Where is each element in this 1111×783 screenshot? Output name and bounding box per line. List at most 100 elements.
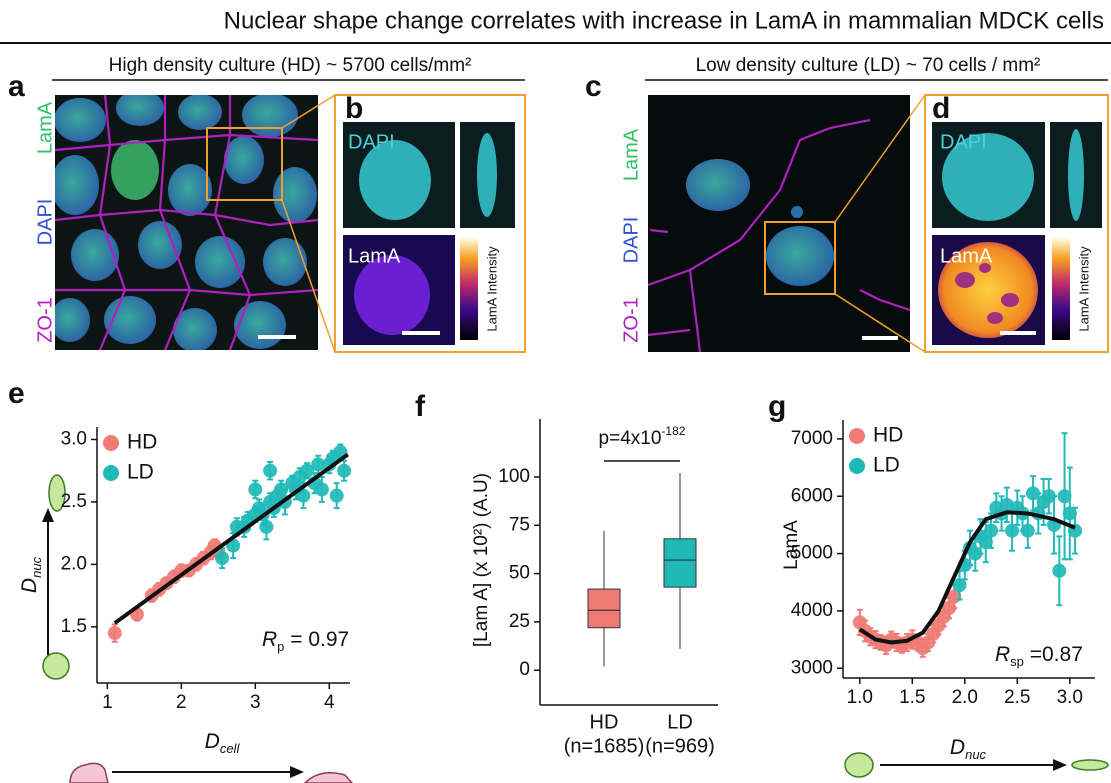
p-value-text: p=4x10	[599, 428, 662, 449]
category-count: (n=969)	[645, 735, 715, 757]
panel-heading: Low density culture (LD) ~ 70 cells / mm…	[696, 55, 1041, 76]
x-tick-label: LD	[667, 711, 693, 733]
fit-curve	[113, 452, 349, 625]
data-point	[314, 482, 329, 497]
y-tick-label: 2.5	[61, 491, 87, 512]
box	[587, 588, 621, 629]
micrograph	[648, 95, 910, 352]
data-point	[1020, 523, 1035, 538]
data-point	[329, 488, 344, 503]
arrow-head	[1053, 759, 1067, 771]
x-axis-label: Dcell	[205, 730, 241, 756]
x-tick-label: 3	[250, 692, 261, 713]
x-axis-label: Dnuc	[950, 736, 987, 762]
y-axis-label: Dnuc	[18, 556, 44, 593]
x-tick-label: 1.5	[899, 687, 925, 708]
data-point	[968, 546, 983, 561]
zoom-line	[834, 293, 926, 353]
annotation-text: =0.87	[1024, 643, 1083, 666]
legend-label: HD	[127, 431, 157, 454]
inset-frame	[334, 94, 526, 353]
arrow-head	[42, 508, 54, 522]
channel-label: DAPI	[620, 217, 642, 264]
cell-schematic	[303, 772, 353, 783]
legend-label: LD	[873, 454, 900, 477]
nucleus	[942, 133, 1034, 221]
x-axis-label-symbol: D	[205, 730, 220, 753]
data-point	[300, 463, 315, 478]
cell-schematic	[48, 474, 66, 512]
legend-marker	[849, 428, 865, 444]
zoom-box	[206, 127, 283, 201]
data-point	[259, 519, 274, 534]
y-axis-label: [Lam A] (x 10²) (A.U)	[471, 473, 492, 647]
y-tick-label: 0	[519, 659, 530, 680]
panel-letter: c	[585, 70, 602, 103]
data-point	[107, 626, 122, 641]
colorbar	[460, 238, 478, 340]
annotation-symbol: R	[995, 643, 1010, 666]
data-point	[1026, 486, 1041, 501]
legend-marker	[849, 458, 865, 474]
inset-label: LamA	[940, 245, 993, 267]
y-tick-label: 4000	[791, 600, 833, 621]
data-point	[1005, 523, 1020, 538]
panel-letter: a	[8, 70, 25, 103]
zoom-line	[281, 199, 336, 353]
inset-label: DAPI	[348, 131, 395, 153]
zoom-line	[281, 94, 336, 129]
annotation-subscript: p	[277, 639, 284, 654]
annotation-subscript: sp	[1010, 654, 1024, 669]
y-tick-label: 75	[509, 514, 530, 535]
box	[663, 538, 697, 588]
data-point	[1062, 506, 1077, 521]
arrow-head	[290, 766, 304, 778]
data-point	[311, 457, 326, 472]
y-tick-label: 100	[498, 466, 530, 487]
y-axis-label: LamA	[781, 520, 802, 570]
x-tick-label: 2.5	[1004, 687, 1030, 708]
zoom-box	[764, 221, 836, 295]
data-point	[1052, 563, 1067, 578]
y-tick-label: 2.0	[61, 553, 87, 574]
colorbar	[1052, 238, 1070, 340]
data-point	[1057, 489, 1072, 504]
inset-label: LamA	[348, 245, 401, 267]
channel-label: ZO-1	[620, 297, 642, 343]
legend-label: HD	[873, 424, 903, 447]
nucleus	[354, 255, 430, 335]
fit-curve	[858, 510, 1076, 645]
panel-heading: High density culture (HD) ~ 5700 cells/m…	[109, 55, 472, 76]
data-point	[337, 463, 352, 478]
data-point	[999, 497, 1014, 512]
colorbar-label: LamA Intensity	[484, 246, 499, 332]
x-tick-label: 2	[176, 692, 187, 713]
channel-label: DAPI	[34, 199, 56, 246]
data-point	[263, 463, 278, 478]
annotation: Rp = 0.97	[262, 628, 349, 654]
p-value: p=4x10-182	[599, 424, 686, 449]
inset-label: DAPI	[940, 131, 987, 153]
data-point	[215, 551, 230, 566]
nucleus	[477, 133, 497, 217]
x-tick-label: 1.0	[847, 687, 873, 708]
y-tick-label: 1.5	[61, 616, 87, 637]
data-point	[978, 535, 993, 550]
p-value-exponent: -182	[661, 424, 685, 438]
legend-marker	[103, 435, 119, 451]
x-tick-label: 2.0	[952, 687, 978, 708]
panel-letter: f	[415, 390, 426, 423]
annotation-text: = 0.97	[284, 628, 349, 651]
y-axis-label-symbol: D	[18, 578, 41, 593]
channel-label: LamA	[34, 101, 56, 154]
y-tick-label: 6000	[791, 485, 833, 506]
x-tick-label: HD	[590, 711, 619, 733]
nucleus	[938, 242, 1038, 338]
y-tick-label: 7000	[791, 428, 833, 449]
x-axis-label-symbol: D	[950, 736, 965, 759]
panel-letter: d	[932, 92, 950, 125]
y-axis-label-subscript: nuc	[29, 556, 44, 577]
category-count: (n=1685)	[564, 735, 645, 757]
data-point	[296, 488, 311, 503]
